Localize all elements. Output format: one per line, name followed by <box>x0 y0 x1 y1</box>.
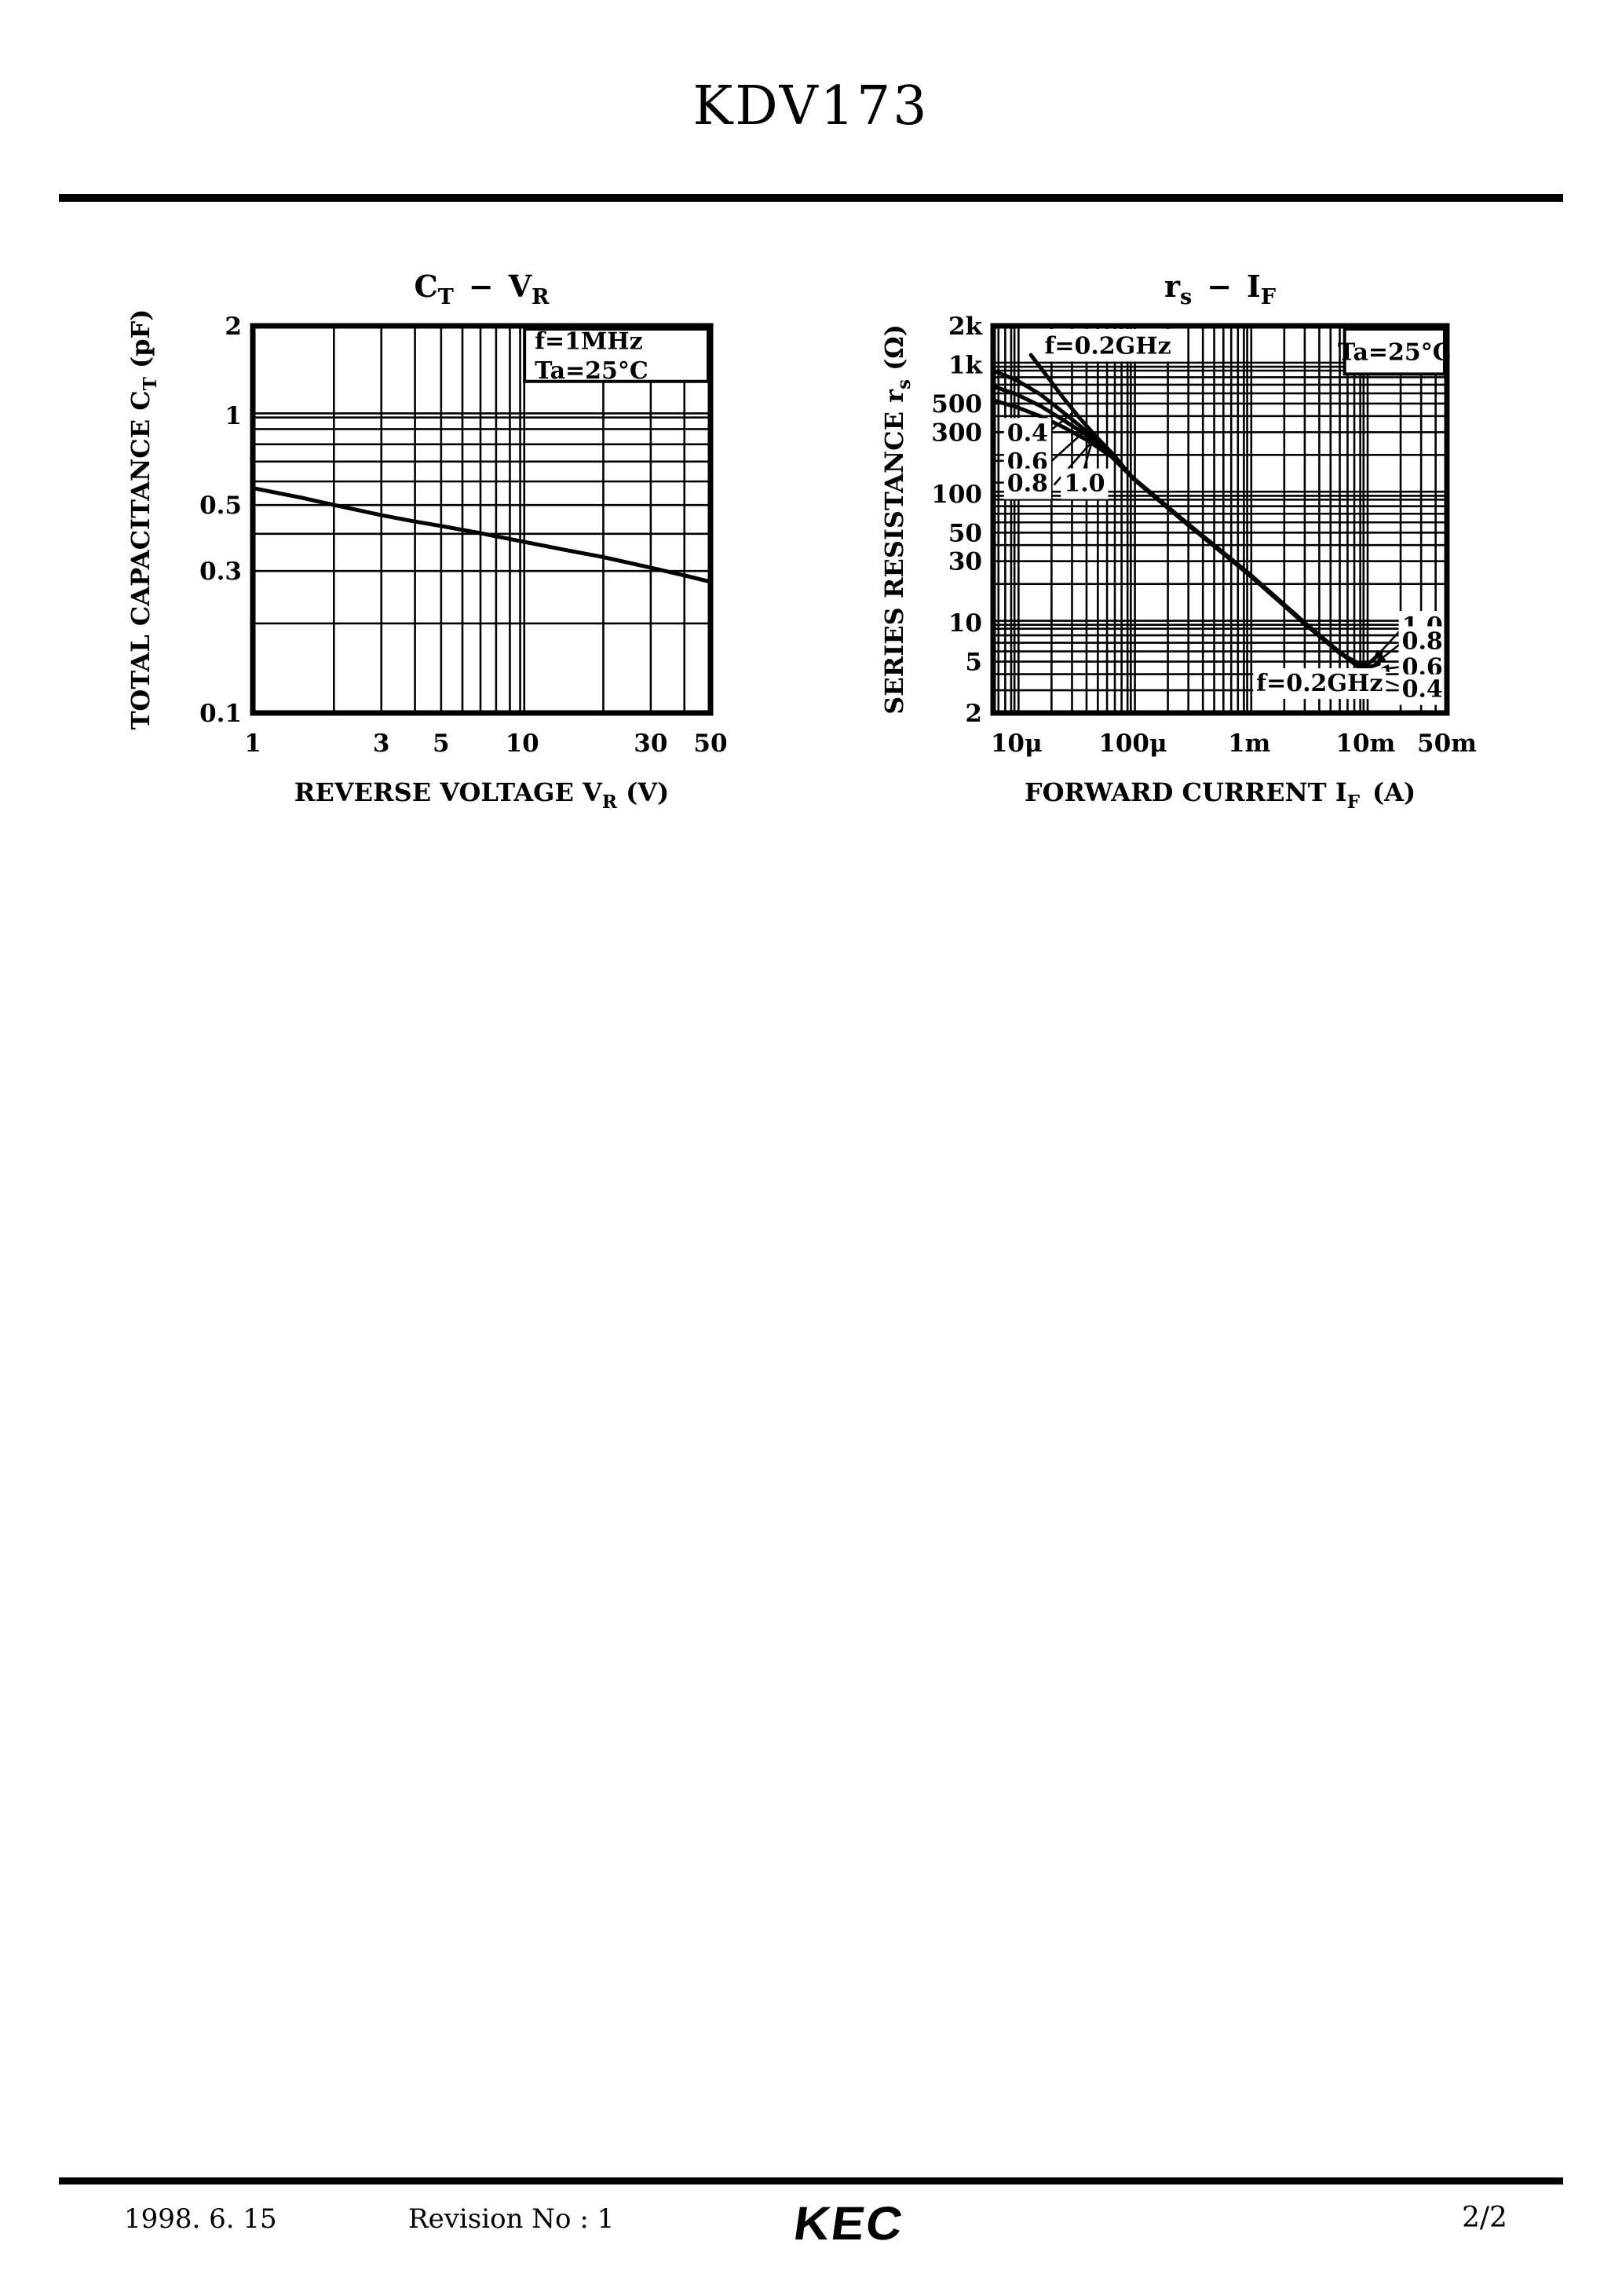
tick-labels: 1 3 5 10 30 50 2 1 0.5 0.3 0.1 <box>199 313 728 758</box>
y-axis-title: SERIES RESISTANCE rs (Ω) <box>879 324 915 715</box>
svg-text:0.4: 0.4 <box>1402 676 1443 704</box>
footer-date: 1998. 6. 15 <box>124 2203 277 2235</box>
curve-1.0 <box>1028 353 1383 666</box>
svg-text:0.4: 0.4 <box>1007 419 1048 447</box>
x-axis-title: REVERSE VOLTAGE VR (V) <box>294 777 669 813</box>
series <box>991 353 1383 686</box>
x-tick-label: 10 <box>506 729 539 758</box>
y-tick-label: 100 <box>931 481 982 509</box>
x-tick-label: 10μ <box>991 729 1043 758</box>
plot-border <box>990 323 1450 716</box>
y-tick-label: 0.5 <box>199 492 242 520</box>
chart-title: rs − IF <box>1164 269 1276 309</box>
header-rule <box>59 194 1563 202</box>
y-tick-label: 1k <box>948 351 984 379</box>
x-tick-label: 1 <box>244 729 261 758</box>
curve-CT <box>250 486 713 584</box>
x-tick-label: 1m <box>1228 729 1271 758</box>
curve-label: 0.4 <box>993 411 1075 449</box>
x-tick-label: 10m <box>1335 729 1395 758</box>
annotation-box <box>1031 329 1185 362</box>
x-tick-label: 5 <box>433 729 450 758</box>
x-tick-label: 3 <box>373 729 390 758</box>
y-tick-label: 5 <box>965 649 982 677</box>
x-tick-label: 100μ <box>1098 729 1167 758</box>
y-tick-label: 0.1 <box>199 700 242 728</box>
y-tick-label: 300 <box>931 419 982 447</box>
y-tick-label: 2k <box>948 313 984 341</box>
annotation-text: f=1MHz <box>535 328 643 356</box>
y-tick-label: 500 <box>931 390 982 419</box>
y-tick-label: 2 <box>225 313 242 341</box>
y-tick-label: 10 <box>948 609 982 638</box>
x-tick-label: 50m <box>1417 729 1477 758</box>
svg-text:f=0.2GHz: f=0.2GHz <box>1256 670 1383 697</box>
footer-page-number: 2/2 <box>1462 2202 1507 2234</box>
curve-label: 0.4 <box>1372 674 1446 705</box>
svg-text:0.8: 0.8 <box>1402 628 1443 656</box>
curve-label: 1.0 <box>1061 432 1109 499</box>
footer-revision: Revision No : 1 <box>408 2203 615 2235</box>
y-tick-label: 30 <box>948 548 982 576</box>
annotation-text: Ta=25°C <box>1338 339 1452 367</box>
curve-label: f=0.2GHz <box>1253 668 1386 700</box>
svg-text:0.8: 0.8 <box>1007 470 1048 498</box>
y-tick-label: 50 <box>948 519 982 547</box>
y-tick-label: 1 <box>225 402 242 430</box>
curve-label: 0.8 <box>993 439 1094 499</box>
x-axis-title: FORWARD CURRENT IF (A) <box>1025 777 1416 813</box>
y-tick-label: 0.3 <box>199 558 242 586</box>
x-tick-label: 30 <box>634 729 667 758</box>
x-tick-label: 50 <box>693 729 727 758</box>
footer-rule <box>59 2177 1563 2184</box>
annotation-text: Ta=25°C <box>535 357 648 385</box>
page-title: KDV173 <box>692 75 930 137</box>
annotation-box <box>523 327 711 383</box>
y-tick-label: 2 <box>965 700 982 728</box>
grid <box>253 326 711 713</box>
series <box>250 486 713 584</box>
curve-label: 0.8 <box>1374 626 1446 665</box>
chart-title: CT − VR <box>414 269 550 309</box>
plot-border <box>250 323 714 716</box>
annotation-text: f=0.2GHz <box>1044 333 1171 360</box>
svg-text:1.0: 1.0 <box>1064 470 1105 498</box>
rs-if-chart: f=0.2GHz Ta=25°C0.40.60.8 1.01.00.80.60.4f… <box>879 269 1477 813</box>
kec-logo: KEC <box>791 2197 908 2250</box>
y-axis-title: TOTAL CAPACITANCE CT (pF) <box>126 309 161 730</box>
